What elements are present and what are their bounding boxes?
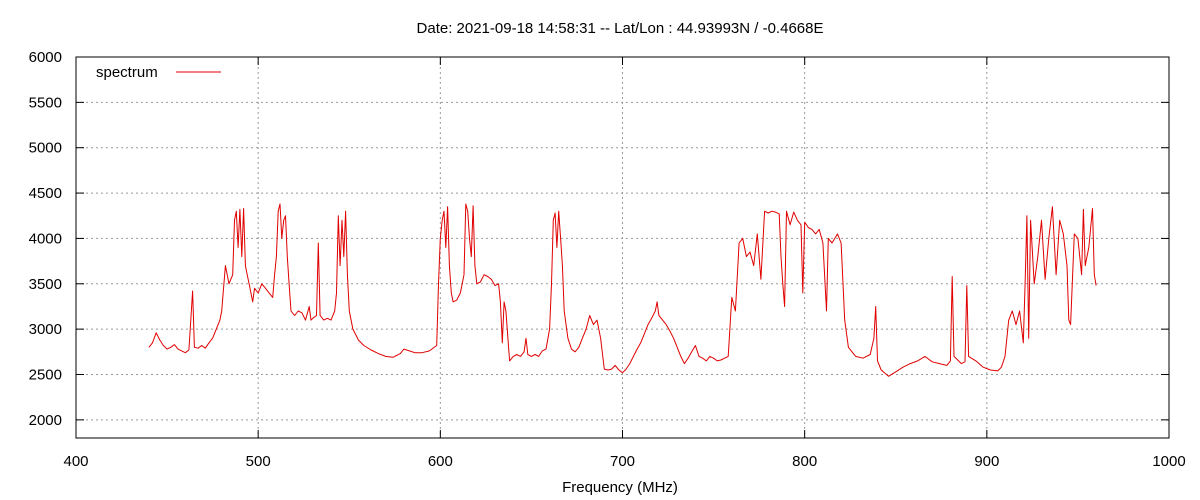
y-tick-label: 4500 <box>29 185 62 202</box>
y-tick-label: 2500 <box>29 367 62 384</box>
y-tick-label: 3000 <box>29 321 62 338</box>
y-tick-label: 2000 <box>29 412 62 429</box>
x-tick-label: 400 <box>63 453 88 470</box>
grid-lines <box>76 57 1169 438</box>
y-axis: 2000 2500 3000 3500 4000 4500 5000 5500 6000 <box>29 49 1169 429</box>
x-tick-label: 600 <box>428 453 453 470</box>
y-tick-label: 6000 <box>29 49 62 66</box>
x-tick-label: 900 <box>974 453 999 470</box>
legend-label-spectrum: spectrum <box>96 64 158 81</box>
x-tick-label: 1000 <box>1152 453 1185 470</box>
y-tick-label: 5500 <box>29 94 62 111</box>
x-axis: 400 500 600 700 800 900 1000 <box>63 57 1186 470</box>
x-tick-label: 700 <box>610 453 635 470</box>
x-tick-label: 500 <box>246 453 271 470</box>
series-line-spectrum <box>148 203 1097 377</box>
y-tick-label: 5000 <box>29 140 62 157</box>
x-tick-label: 800 <box>792 453 817 470</box>
legend: spectrum <box>96 64 221 81</box>
y-tick-label: 4000 <box>29 230 62 247</box>
x-axis-label: Frequency (MHz) <box>562 479 678 496</box>
y-tick-label: 3500 <box>29 276 62 293</box>
chart-title: Date: 2021-09-18 14:58:31 -- Lat/Lon : 4… <box>417 20 824 37</box>
plot-frame <box>75 56 1170 439</box>
